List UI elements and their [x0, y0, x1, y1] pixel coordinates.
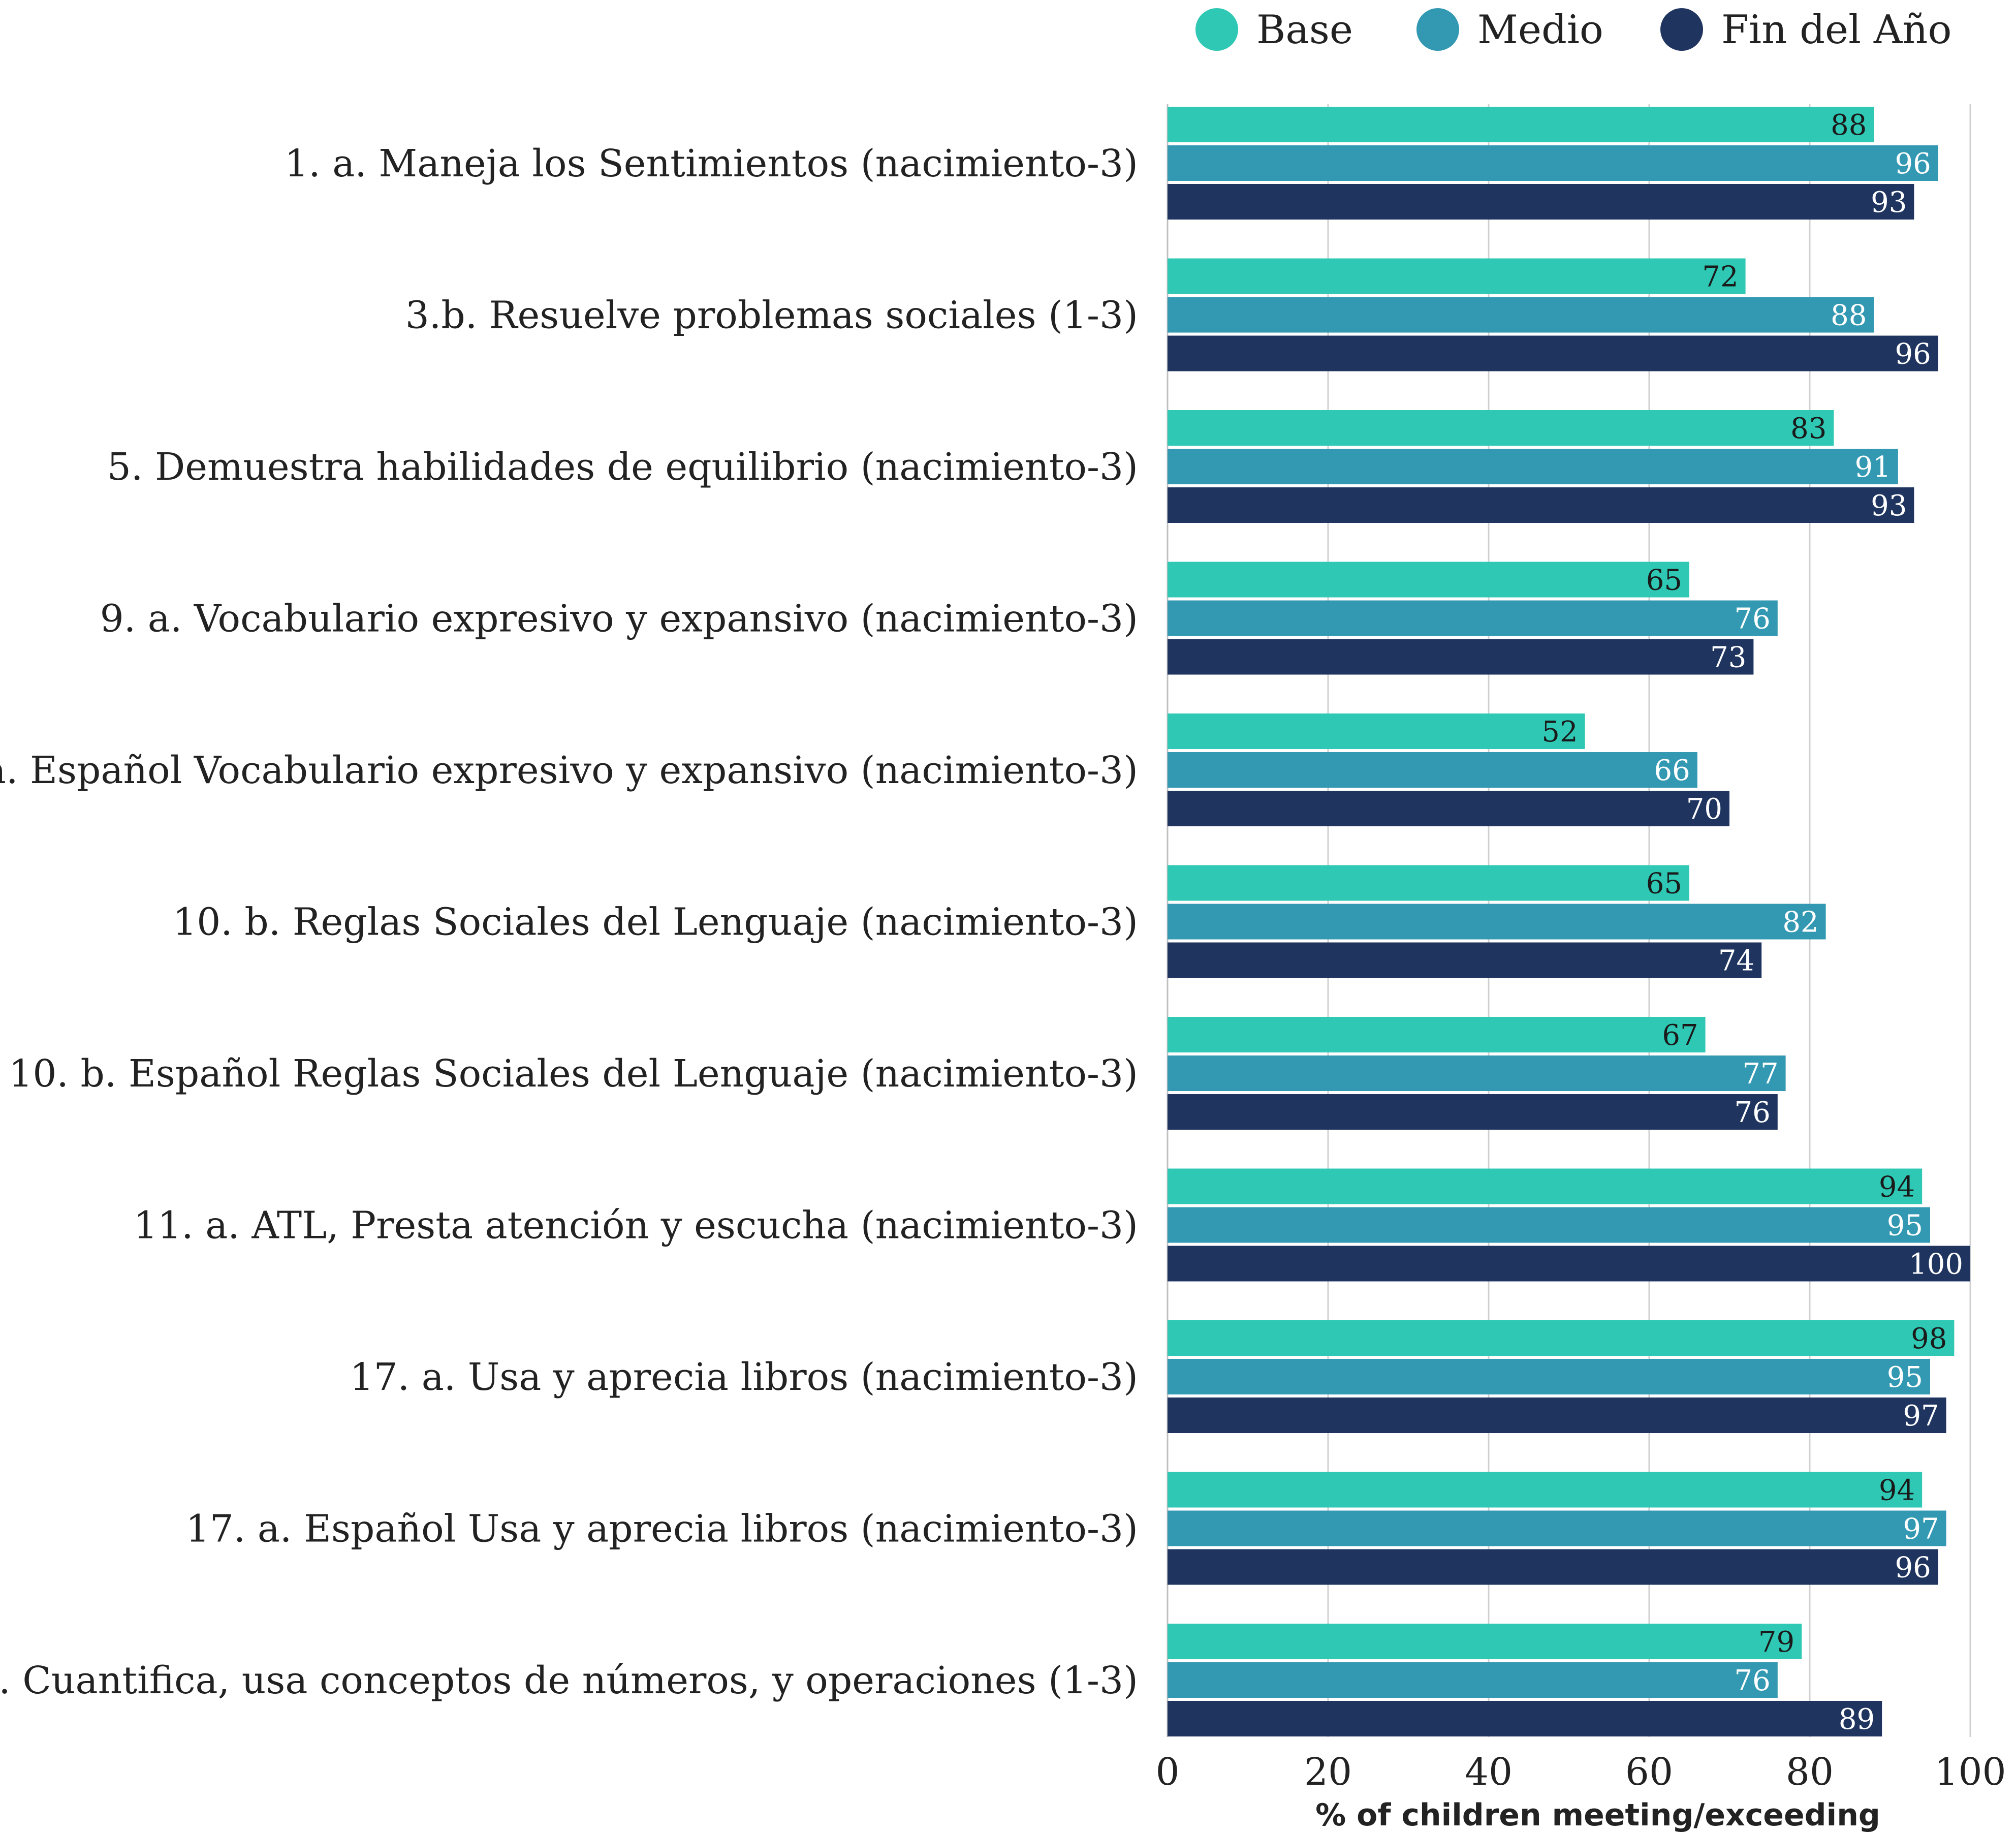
- bar-5-series-2: [1168, 752, 1697, 788]
- bar-7-series-1: [1168, 1017, 1706, 1052]
- legend-label-2: Medio: [1477, 7, 1603, 53]
- data-label-3-series-2: 91: [1855, 451, 1891, 484]
- x-tick-60: 60: [1625, 1750, 1673, 1794]
- bar-4-series-1: [1168, 562, 1689, 598]
- bar-9-series-3: [1168, 1398, 1946, 1433]
- data-label-1-series-2: 96: [1895, 147, 1931, 180]
- category-label-10: 17. a. Español Usa y aprecia libros (nac…: [186, 1507, 1138, 1551]
- bar-10-series-3: [1168, 1549, 1938, 1585]
- data-label-1-series-1: 88: [1831, 109, 1867, 142]
- x-tick-0: 0: [1155, 1750, 1179, 1794]
- category-label-7: 10. b. Español Reglas Sociales del Lengu…: [9, 1052, 1138, 1096]
- bar-3-series-3: [1168, 487, 1914, 523]
- data-label-2-series-3: 96: [1895, 338, 1931, 371]
- data-label-8-series-1: 94: [1879, 1171, 1915, 1204]
- bar-6-series-3: [1168, 942, 1762, 978]
- data-label-10-series-1: 94: [1879, 1474, 1915, 1507]
- legend-marker-1: [1195, 8, 1238, 51]
- data-label-11-series-3: 89: [1839, 1703, 1875, 1736]
- bar-6-series-2: [1168, 904, 1826, 940]
- data-labels: 88 96 93 72 88 96 83 91 93 65 76 73 52 66 70 65 82 74 67 77…: [1541, 109, 1963, 1736]
- bar-7-series-3: [1168, 1094, 1778, 1130]
- bar-9-series-1: [1168, 1320, 1955, 1356]
- bar-3-series-1: [1168, 410, 1834, 446]
- legend-marker-3: [1660, 8, 1703, 51]
- category-label-6: 10. b. Reglas Sociales del Lenguaje (nac…: [173, 901, 1138, 944]
- data-label-2-series-1: 72: [1702, 261, 1738, 294]
- data-label-4-series-1: 65: [1646, 564, 1682, 597]
- category-label-9: 17. a. Usa y aprecia libros (nacimiento-…: [350, 1355, 1138, 1399]
- bar-11-series-3: [1168, 1701, 1882, 1736]
- bar-2-series-3: [1168, 335, 1938, 371]
- data-label-6-series-3: 74: [1718, 945, 1754, 978]
- data-label-3-series-3: 93: [1871, 489, 1907, 522]
- bar-5-series-3: [1168, 791, 1729, 826]
- x-tick-80: 80: [1786, 1750, 1834, 1794]
- data-label-7-series-1: 67: [1662, 1019, 1698, 1052]
- category-label-3: 5. Demuestra habilidades de equilibrio (…: [107, 445, 1138, 489]
- x-tick-20: 20: [1304, 1750, 1352, 1794]
- bar-8-series-2: [1168, 1207, 1930, 1243]
- data-label-5-series-1: 52: [1541, 716, 1578, 749]
- data-label-4-series-2: 76: [1735, 603, 1771, 636]
- bar-2-series-2: [1168, 297, 1874, 333]
- bar-1-series-3: [1168, 184, 1914, 220]
- legend: Base Medio Fin del Año: [1195, 7, 1951, 53]
- category-label-2: 3.b. Resuelve problemas sociales (1-3): [405, 294, 1138, 337]
- x-tick-100: 100: [1934, 1750, 2006, 1794]
- data-label-5-series-3: 70: [1686, 793, 1722, 826]
- bar-6-series-1: [1168, 865, 1689, 901]
- data-label-1-series-3: 93: [1871, 186, 1907, 219]
- legend-label-3: Fin del Año: [1721, 7, 1951, 53]
- category-label-5: 9. a. Español Vocabulario expresivo y ex…: [0, 749, 1138, 792]
- data-label-6-series-2: 82: [1782, 906, 1818, 939]
- data-label-3-series-1: 83: [1790, 412, 1826, 445]
- category-label-11: 20. b. Cuantifica, usa conceptos de núme…: [0, 1659, 1138, 1702]
- data-label-2-series-2: 88: [1831, 299, 1867, 332]
- legend-label-1: Base: [1256, 7, 1353, 53]
- data-label-9-series-3: 97: [1903, 1400, 1939, 1433]
- bar-8-series-3: [1168, 1246, 1970, 1282]
- bar-11-series-1: [1168, 1624, 1802, 1659]
- x-tick-labels: 0 20 40 60 80 100: [1155, 1750, 2006, 1794]
- data-label-4-series-3: 73: [1710, 641, 1746, 674]
- data-label-10-series-2: 97: [1903, 1513, 1939, 1546]
- bar-4-series-3: [1168, 639, 1754, 675]
- category-labels: 1. a. Maneja los Sentimientos (nacimient…: [0, 142, 1138, 1702]
- data-label-5-series-2: 66: [1654, 754, 1690, 787]
- data-label-11-series-1: 79: [1758, 1626, 1794, 1659]
- bar-7-series-2: [1168, 1055, 1786, 1091]
- bar-4-series-2: [1168, 600, 1778, 636]
- category-label-4: 9. a. Vocabulario expresivo y expansivo …: [100, 597, 1138, 641]
- bar-1-series-1: [1168, 107, 1874, 142]
- x-tick-40: 40: [1465, 1750, 1513, 1794]
- data-label-10-series-3: 96: [1895, 1551, 1931, 1585]
- category-label-1: 1. a. Maneja los Sentimientos (nacimient…: [285, 142, 1138, 185]
- bar-10-series-1: [1168, 1472, 1923, 1508]
- data-label-9-series-2: 95: [1887, 1361, 1923, 1394]
- bar-2-series-1: [1168, 258, 1746, 294]
- bar-3-series-2: [1168, 449, 1898, 484]
- category-label-8: 11. a. ATL, Presta atención y escucha (n…: [134, 1204, 1138, 1248]
- x-axis-title: % of children meeting/exceeding: [1315, 1797, 1880, 1832]
- data-label-11-series-2: 76: [1735, 1664, 1771, 1697]
- bar-8-series-1: [1168, 1168, 1923, 1204]
- data-label-6-series-1: 65: [1646, 867, 1682, 901]
- bar-5-series-1: [1168, 713, 1585, 749]
- bar-10-series-2: [1168, 1510, 1946, 1546]
- data-label-7-series-3: 76: [1735, 1096, 1771, 1129]
- data-label-8-series-2: 95: [1887, 1209, 1923, 1243]
- data-label-9-series-1: 98: [1911, 1322, 1947, 1355]
- legend-marker-2: [1416, 8, 1459, 51]
- bar-9-series-2: [1168, 1359, 1930, 1394]
- bar-1-series-2: [1168, 145, 1938, 181]
- data-label-7-series-2: 77: [1742, 1058, 1778, 1091]
- bars: [1168, 107, 1970, 1736]
- bar-11-series-2: [1168, 1662, 1778, 1698]
- data-label-8-series-3: 100: [1909, 1248, 1963, 1281]
